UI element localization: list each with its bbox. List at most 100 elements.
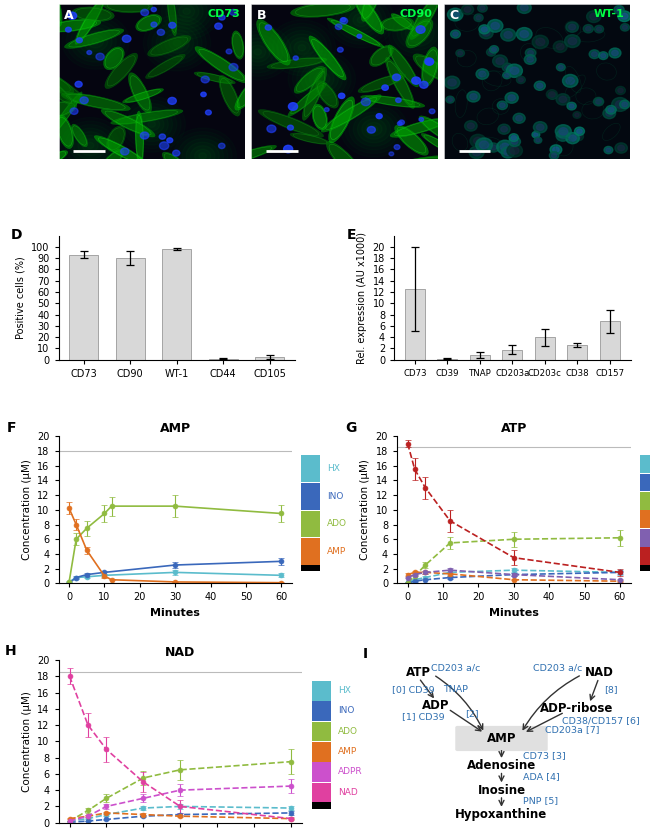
Ellipse shape: [421, 133, 458, 155]
Circle shape: [500, 28, 515, 41]
Bar: [311, 803, 331, 809]
Circle shape: [490, 145, 497, 150]
Ellipse shape: [395, 125, 428, 155]
Bar: [302, 538, 320, 565]
Circle shape: [534, 133, 538, 136]
Circle shape: [597, 27, 601, 32]
Circle shape: [502, 71, 511, 79]
Text: ADO: ADO: [339, 726, 358, 735]
Ellipse shape: [135, 111, 144, 166]
Circle shape: [140, 132, 149, 139]
Title: NAD: NAD: [165, 646, 196, 659]
Ellipse shape: [258, 110, 324, 137]
Circle shape: [148, 121, 155, 127]
Circle shape: [559, 132, 567, 139]
Ellipse shape: [103, 47, 124, 70]
Circle shape: [614, 6, 624, 14]
Ellipse shape: [105, 53, 138, 89]
Circle shape: [68, 12, 77, 19]
Text: ADP-ribose: ADP-ribose: [540, 702, 614, 715]
Circle shape: [92, 38, 99, 44]
Ellipse shape: [42, 101, 77, 118]
Circle shape: [416, 26, 425, 33]
Ellipse shape: [128, 72, 151, 113]
Circle shape: [173, 40, 181, 47]
Circle shape: [453, 32, 458, 37]
Circle shape: [476, 138, 493, 152]
Text: NAD: NAD: [584, 666, 614, 680]
Circle shape: [562, 75, 578, 87]
Circle shape: [488, 143, 499, 152]
Circle shape: [201, 76, 209, 83]
Circle shape: [565, 35, 580, 47]
Circle shape: [399, 120, 404, 125]
Text: AMP: AMP: [487, 731, 516, 745]
Circle shape: [414, 30, 421, 36]
Circle shape: [608, 107, 614, 112]
Circle shape: [396, 98, 401, 102]
Ellipse shape: [302, 67, 327, 120]
Circle shape: [462, 4, 474, 15]
Circle shape: [612, 50, 618, 56]
Circle shape: [520, 31, 528, 37]
Circle shape: [335, 24, 342, 30]
Circle shape: [70, 108, 78, 115]
Circle shape: [482, 27, 488, 32]
Ellipse shape: [413, 54, 450, 81]
Circle shape: [445, 76, 460, 89]
Circle shape: [229, 63, 238, 71]
Bar: [640, 547, 650, 565]
Circle shape: [601, 53, 606, 58]
Circle shape: [566, 22, 578, 32]
Bar: [255, 356, 284, 360]
Circle shape: [265, 25, 272, 30]
Circle shape: [480, 6, 485, 10]
Circle shape: [586, 11, 601, 22]
Circle shape: [361, 98, 370, 106]
Circle shape: [575, 134, 581, 139]
Ellipse shape: [98, 149, 124, 176]
Circle shape: [606, 111, 613, 116]
Circle shape: [476, 16, 481, 20]
Ellipse shape: [361, 0, 382, 22]
Circle shape: [549, 151, 559, 160]
Ellipse shape: [369, 46, 393, 66]
Circle shape: [511, 135, 516, 140]
Circle shape: [324, 108, 329, 111]
Circle shape: [553, 41, 567, 52]
Circle shape: [509, 137, 521, 146]
Text: [2]: [2]: [465, 709, 479, 718]
Text: A: A: [64, 9, 73, 22]
Circle shape: [504, 150, 512, 155]
Text: E: E: [347, 229, 356, 243]
Circle shape: [479, 25, 490, 34]
Ellipse shape: [64, 29, 124, 48]
FancyBboxPatch shape: [455, 725, 548, 751]
Bar: [640, 565, 650, 571]
Circle shape: [517, 2, 531, 13]
Ellipse shape: [57, 115, 73, 149]
Circle shape: [358, 17, 365, 23]
Circle shape: [339, 93, 345, 98]
Text: ADA [4]: ADA [4]: [523, 772, 560, 781]
Circle shape: [397, 121, 402, 125]
Bar: [640, 510, 650, 529]
Circle shape: [534, 137, 542, 144]
Ellipse shape: [148, 36, 191, 57]
Circle shape: [616, 7, 622, 12]
Circle shape: [151, 22, 157, 27]
Text: CD73: CD73: [207, 9, 240, 19]
Circle shape: [536, 139, 540, 142]
Ellipse shape: [235, 73, 265, 111]
Circle shape: [318, 76, 326, 82]
Circle shape: [469, 146, 484, 159]
Circle shape: [618, 88, 623, 93]
Bar: [567, 345, 588, 360]
Circle shape: [214, 23, 222, 29]
Circle shape: [96, 53, 104, 60]
Text: I: I: [363, 647, 368, 661]
Text: AMP: AMP: [327, 547, 346, 556]
Circle shape: [510, 67, 519, 75]
Ellipse shape: [167, 0, 177, 36]
Circle shape: [577, 129, 582, 134]
